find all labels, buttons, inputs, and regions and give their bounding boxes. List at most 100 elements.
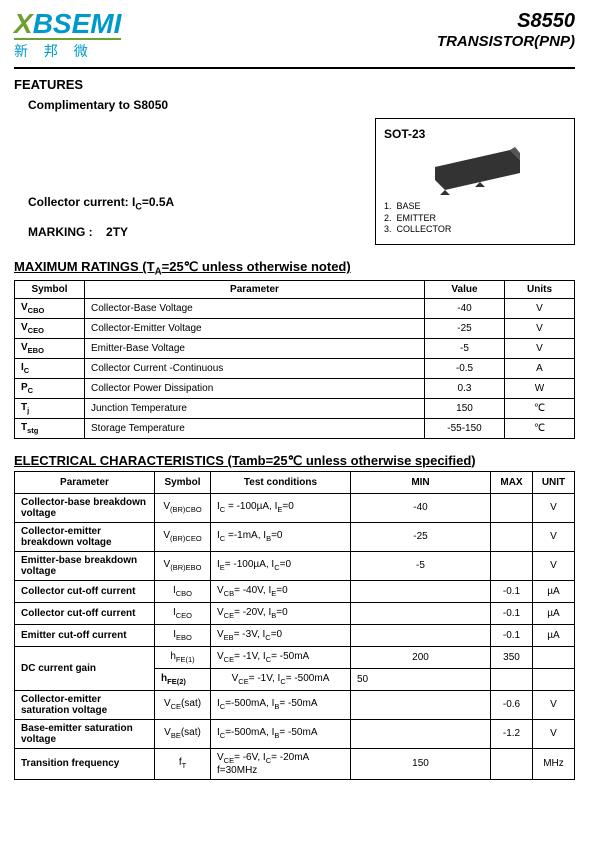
cell-unit: V — [533, 493, 575, 522]
cell-max — [491, 551, 533, 580]
col-parameter: Parameter — [85, 280, 425, 298]
cell-min — [351, 690, 491, 719]
cell-value: -5 — [425, 338, 505, 358]
cell-cond: IE= -100µA, IC=0 — [211, 551, 351, 580]
table-row: Transition frequencyfTVCE= -6V, IC= -20m… — [15, 748, 575, 779]
divider — [14, 67, 575, 69]
cell-cond: VCE= -1V, IC= -50mA — [211, 646, 351, 668]
cell-param: Storage Temperature — [85, 418, 425, 438]
table-row: Emitter cut-off currentIEBOVEB= -3V, IC=… — [15, 624, 575, 646]
cell-max — [491, 493, 533, 522]
logo-rest: BSEMI — [33, 8, 122, 39]
cell-symbol: VCBO — [15, 298, 85, 318]
package-name: SOT-23 — [384, 127, 566, 141]
table-row: ICCollector Current -Continuous-0.5A — [15, 358, 575, 378]
cell-max — [491, 668, 533, 690]
table-row: Collector-emitter breakdown voltageV(BR)… — [15, 522, 575, 551]
cell-min: 200 — [351, 646, 491, 668]
cell-param: Emitter-base breakdown voltage — [15, 551, 155, 580]
col-value: Value — [425, 280, 505, 298]
cell-unit: V — [533, 719, 575, 748]
cell-max: 350 — [491, 646, 533, 668]
cell-cond: VCB= -40V, IE=0 — [211, 580, 351, 602]
datasheet-page: XBSEMI 新 邦 微 S8550 TRANSISTOR(PNP) FEATU… — [0, 0, 589, 790]
cell-symbol: V(BR)CEO — [155, 522, 211, 551]
table-row: Collector-emitter saturation voltageVCE(… — [15, 690, 575, 719]
cell-value: -0.5 — [425, 358, 505, 378]
cell-symbol: ICEO — [155, 602, 211, 624]
features-heading: FEATURES — [14, 77, 575, 92]
cell-unit: ℃ — [505, 418, 575, 438]
cell-min: -25 — [351, 522, 491, 551]
cell-unit: W — [505, 378, 575, 398]
cell-unit: µA — [533, 580, 575, 602]
cell-unit: V — [505, 318, 575, 338]
cell-unit — [533, 646, 575, 668]
max-ratings-heading: MAXIMUM RATINGS (TA=25℃ unless otherwise… — [14, 259, 575, 278]
table-row: TstgStorage Temperature-55-150℃ — [15, 418, 575, 438]
elec-heading: ELECTRICAL CHARACTERISTICS (Tamb=25℃ unl… — [14, 453, 575, 469]
col-conditions: Test conditions — [211, 471, 351, 493]
cell-cond: IC=-500mA, IB= -50mA — [211, 690, 351, 719]
cell-symbol: VEBO — [15, 338, 85, 358]
cell-min: 50 — [351, 668, 491, 690]
cell-unit: V — [533, 690, 575, 719]
cell-value: 150 — [425, 398, 505, 418]
pin-3: 3. COLLECTOR — [384, 224, 566, 236]
header: XBSEMI 新 邦 微 S8550 TRANSISTOR(PNP) — [14, 10, 575, 61]
col-min: MIN — [351, 471, 491, 493]
table-row: Emitter-base breakdown voltageV(BR)EBOIE… — [15, 551, 575, 580]
table-row: Collector cut-off currentICEOVCE= -20V, … — [15, 602, 575, 624]
cell-max: -1.2 — [491, 719, 533, 748]
cell-symbol: Tj — [15, 398, 85, 418]
logo-text: XBSEMI — [14, 10, 121, 38]
package-icon — [420, 145, 530, 195]
cell-unit: V — [505, 298, 575, 318]
cell-param: Collector cut-off current — [15, 580, 155, 602]
cell-cond: VCE= -6V, IC= -20mAf=30MHz — [211, 748, 351, 779]
cell-unit: V — [533, 522, 575, 551]
cell-symbol: V(BR)CBO — [155, 493, 211, 522]
cell-symbol: VCE(sat) — [155, 690, 211, 719]
cell-max: -0.6 — [491, 690, 533, 719]
cell-unit — [533, 668, 575, 690]
cell-unit: MHz — [533, 748, 575, 779]
cell-max: -0.1 — [491, 602, 533, 624]
marking-line: MARKING : 2TY — [28, 225, 174, 239]
cell-symbol: fT — [155, 748, 211, 779]
logo-x: X — [14, 8, 33, 39]
cell-symbol: VBE(sat) — [155, 719, 211, 748]
cell-symbol: Tstg — [15, 418, 85, 438]
cell-min: -40 — [351, 493, 491, 522]
cell-param: Collector Current -Continuous — [85, 358, 425, 378]
col-symbol: Symbol — [155, 471, 211, 493]
cell-symbol: VCEO — [15, 318, 85, 338]
cell-cond: VCE= -1V, IC= -500mA — [211, 668, 351, 690]
cell-param: DC current gain — [15, 646, 155, 690]
cell-symbol: hFE(2) — [155, 668, 211, 690]
cell-param: Collector-emitter breakdown voltage — [15, 522, 155, 551]
feature-line-2: Collector current: IC=0.5A — [28, 195, 174, 211]
cell-min — [351, 602, 491, 624]
cell-min — [351, 624, 491, 646]
brand-logo: XBSEMI 新 邦 微 — [14, 10, 121, 61]
pin-2: 2. EMITTER — [384, 213, 566, 225]
cell-param: Collector-Base Voltage — [85, 298, 425, 318]
left-column: Collector current: IC=0.5A MARKING : 2TY — [14, 189, 174, 245]
pin-list: 1. BASE 2. EMITTER 3. COLLECTOR — [384, 201, 566, 236]
cell-param: Collector-emitter saturation voltage — [15, 690, 155, 719]
cell-symbol: IC — [15, 358, 85, 378]
table-row: DC current gainhFE(1)VCE= -1V, IC= -50mA… — [15, 646, 575, 668]
cell-symbol: IEBO — [155, 624, 211, 646]
col-max: MAX — [491, 471, 533, 493]
cell-value: -25 — [425, 318, 505, 338]
cell-symbol: ICBO — [155, 580, 211, 602]
cell-param: Collector cut-off current — [15, 602, 155, 624]
cell-param: Collector-base breakdown voltage — [15, 493, 155, 522]
max-ratings-table: Symbol Parameter Value Units VCBOCollect… — [14, 280, 575, 439]
cell-param: Emitter cut-off current — [15, 624, 155, 646]
cell-value: -55-150 — [425, 418, 505, 438]
cell-unit: A — [505, 358, 575, 378]
cell-unit: V — [533, 551, 575, 580]
table-row: VCEOCollector-Emitter Voltage-25V — [15, 318, 575, 338]
